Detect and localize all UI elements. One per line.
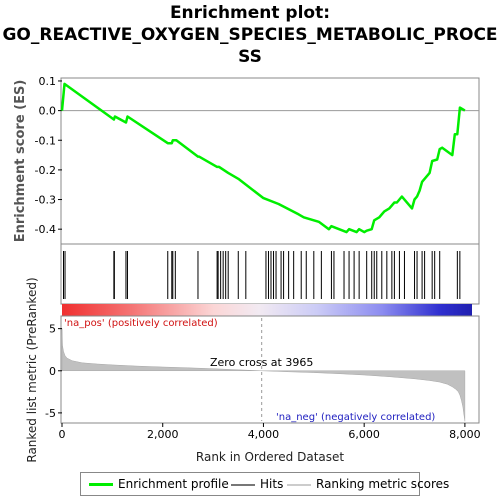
metric-ytick-label: 5 xyxy=(49,323,56,336)
xtick-label: 0 xyxy=(59,428,66,441)
xtick-label: 6,000 xyxy=(348,428,380,441)
es-line-group xyxy=(60,82,466,234)
pos-label: 'na_pos' (positively correlated) xyxy=(64,318,218,329)
zero-cross-label: Zero cross at 3965 xyxy=(210,356,313,369)
rank-color-bar xyxy=(62,304,472,316)
x-axis-ticks: 0 2,000 4,000 6,000 8,000 xyxy=(59,423,481,441)
xtick-label: 8,000 xyxy=(449,428,481,441)
legend-swatch-enrichment xyxy=(89,483,113,486)
legend-item-metric: Ranking metric scores xyxy=(287,477,449,491)
chart-title: Enrichment plot: GO_REACTIVE_OXYGEN_SPEC… xyxy=(0,2,500,68)
title-line-2: GO_REACTIVE_OXYGEN_SPECIES_METABOLIC_PRO… xyxy=(2,25,498,45)
es-ytick-label: 0.1 xyxy=(39,75,57,88)
es-ytick-label: -0.1 xyxy=(35,134,56,147)
metric-ytick-label: -5 xyxy=(45,407,56,420)
es-ytick-label: -0.3 xyxy=(35,194,56,207)
title-line-1: Enrichment plot: xyxy=(169,3,331,23)
es-ytick-label: 0.0 xyxy=(39,105,57,118)
legend-label-metric: Ranking metric scores xyxy=(316,477,450,491)
ranking-metric-area xyxy=(61,328,466,422)
metric-area-group xyxy=(61,328,466,422)
xtick-label: 4,000 xyxy=(248,428,280,441)
es-y-axis-label: Enrichment score (ES) xyxy=(13,80,28,243)
legend-swatch-hits xyxy=(231,483,255,486)
title-line-3: SS xyxy=(238,47,262,67)
legend: Enrichment profile Hits Ranking metric s… xyxy=(80,472,449,496)
es-panel-frame xyxy=(60,77,480,245)
metric-y-ticks: 5 0 -5 xyxy=(45,323,62,420)
legend-label-hits: Hits xyxy=(260,477,284,491)
legend-label-enrichment: Enrichment profile xyxy=(118,477,229,491)
hits-panel-frame xyxy=(60,243,480,305)
enrichment-profile-line xyxy=(60,82,466,234)
es-ytick-label: -0.4 xyxy=(35,223,56,236)
legend-swatch-metric xyxy=(287,483,311,486)
legend-item-hits: Hits xyxy=(231,477,283,491)
metric-y-axis-label: Ranked list metric (PreRanked) xyxy=(25,277,39,462)
es-ytick-label: -0.2 xyxy=(35,164,56,177)
zero-cross-group: Zero cross at 3965 xyxy=(210,318,313,421)
xtick-label: 2,000 xyxy=(147,428,179,441)
x-axis-label: Rank in Ordered Dataset xyxy=(196,450,344,464)
legend-item-enrichment: Enrichment profile xyxy=(89,477,229,491)
es-y-ticks: 0.1 0.0 -0.1 -0.2 -0.3 -0.4 xyxy=(35,75,62,236)
metric-ytick-label: 0 xyxy=(49,365,56,378)
hits-group xyxy=(63,251,461,299)
neg-label: 'na_neg' (negatively correlated) xyxy=(276,412,435,423)
